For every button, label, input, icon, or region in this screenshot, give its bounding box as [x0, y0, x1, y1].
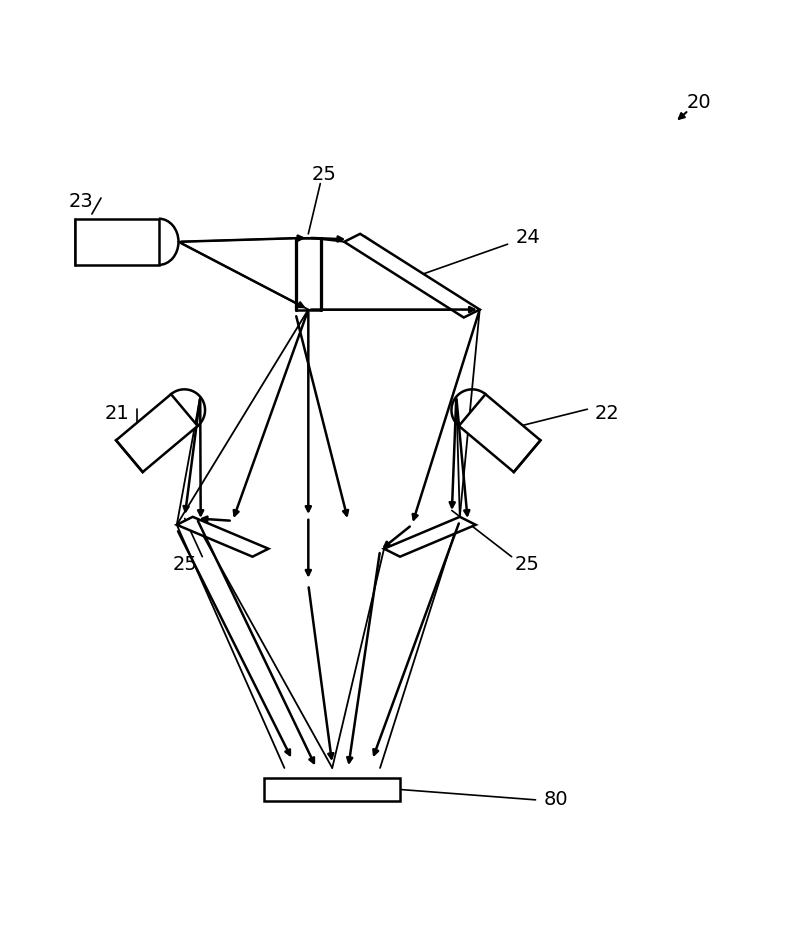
Polygon shape: [181, 519, 265, 555]
Text: 21: 21: [105, 403, 130, 423]
Text: 25: 25: [312, 164, 337, 184]
Bar: [75, 219, 159, 265]
Polygon shape: [352, 235, 474, 316]
Text: 20: 20: [686, 93, 711, 112]
Text: 23: 23: [69, 192, 94, 211]
Polygon shape: [344, 234, 480, 318]
Polygon shape: [384, 517, 476, 556]
Bar: [265, 778, 400, 801]
Polygon shape: [387, 519, 471, 555]
Text: 25: 25: [172, 555, 197, 574]
Polygon shape: [116, 394, 198, 472]
Text: 80: 80: [543, 791, 568, 809]
Text: 22: 22: [595, 403, 620, 423]
Polygon shape: [459, 394, 541, 472]
Text: 25: 25: [515, 555, 540, 574]
Polygon shape: [177, 517, 269, 556]
Text: 24: 24: [515, 228, 540, 248]
